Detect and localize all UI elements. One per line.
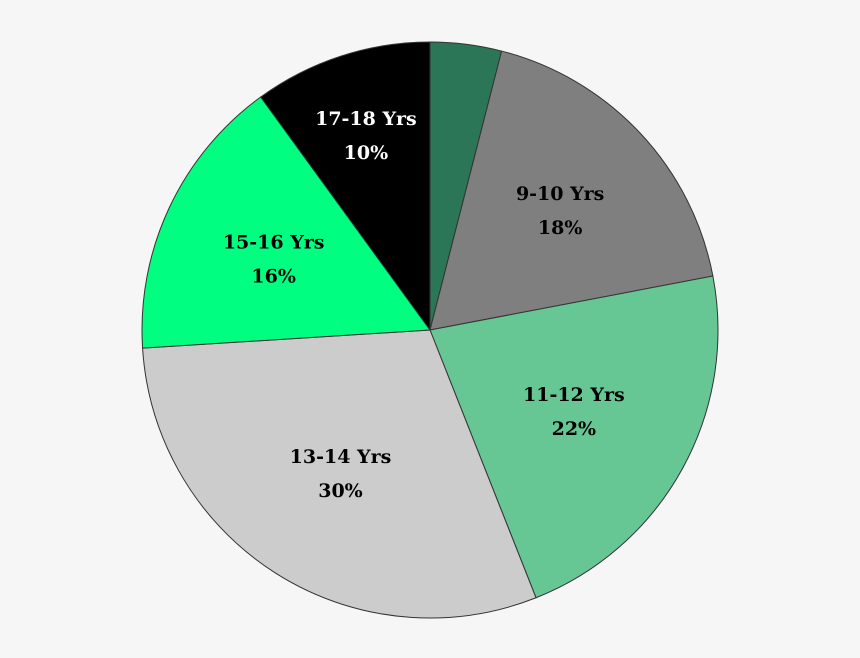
slice-percent-label: 10% xyxy=(344,142,389,164)
slice-label: 13-14 Yrs xyxy=(290,446,392,468)
slice-percent-label: 30% xyxy=(318,480,363,502)
pie-slice xyxy=(141,96,431,349)
slice-percent-label: 18% xyxy=(538,217,583,239)
slice-label: 15-16 Yrs xyxy=(223,231,325,253)
slice-label: 9-10 Yrs xyxy=(516,183,604,205)
slice-label: 17-18 Yrs xyxy=(315,108,417,130)
slice-percent-label: 16% xyxy=(251,265,296,287)
pie-slice xyxy=(142,329,537,619)
pie-slice xyxy=(260,41,431,332)
pie-slice xyxy=(429,275,719,599)
pie-slice xyxy=(429,50,714,331)
slice-percent-label: 22% xyxy=(552,418,597,440)
slice-label: 11-12 Yrs xyxy=(523,384,625,406)
